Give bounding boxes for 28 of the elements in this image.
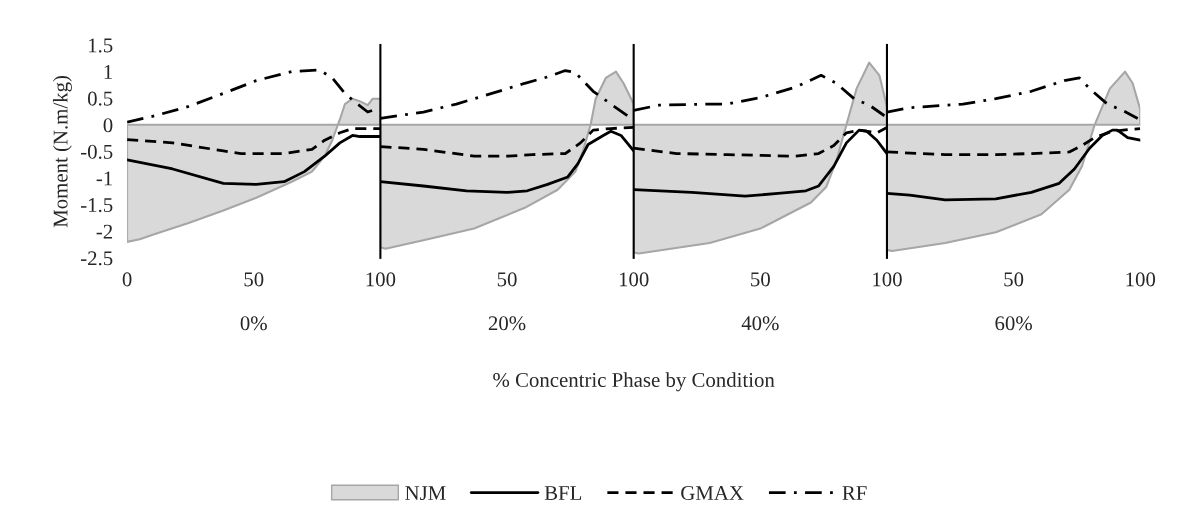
- x-axis-title: 60%: [995, 316, 1032, 331]
- x-tick-label: 100: [619, 272, 649, 287]
- y-tick-label: -2: [96, 224, 113, 239]
- x-tick-label: 50: [751, 272, 770, 287]
- x-tick-label: 100: [366, 272, 396, 287]
- x-tick-label: 0: [122, 272, 132, 287]
- x-tick-label: 50: [497, 272, 517, 287]
- x-axis-title: 20%: [488, 316, 526, 331]
- x-axis-title: 0%: [240, 316, 267, 331]
- legend-label: BFL: [544, 486, 582, 500]
- legend-label: RF: [842, 486, 867, 500]
- x-tick-label: 50: [244, 272, 264, 287]
- y-tick-label: 1: [104, 65, 112, 79]
- y-tick-label: -1.5: [81, 198, 113, 213]
- y-tick-label: -1: [96, 171, 112, 186]
- text: % Concentric Phase by Condition: [493, 372, 775, 392]
- y-tick-label: -2.5: [81, 251, 113, 266]
- y-tick-label: 0: [103, 118, 113, 133]
- y-tick-label: -0.5: [81, 144, 113, 159]
- legend-label: GMAX: [681, 486, 744, 501]
- y-tick-label: 0.5: [87, 91, 113, 106]
- y-axis-title: Moment (N.m/kg): [52, 75, 72, 228]
- x-tick-label: 50: [1004, 272, 1024, 287]
- x-tick-label: 100: [873, 272, 902, 287]
- y-tick-label: 1.5: [89, 38, 113, 53]
- x-tick-label: 100: [1126, 272, 1156, 287]
- legend-label: NJM: [405, 486, 446, 501]
- x-axis-title: 40%: [741, 316, 779, 331]
